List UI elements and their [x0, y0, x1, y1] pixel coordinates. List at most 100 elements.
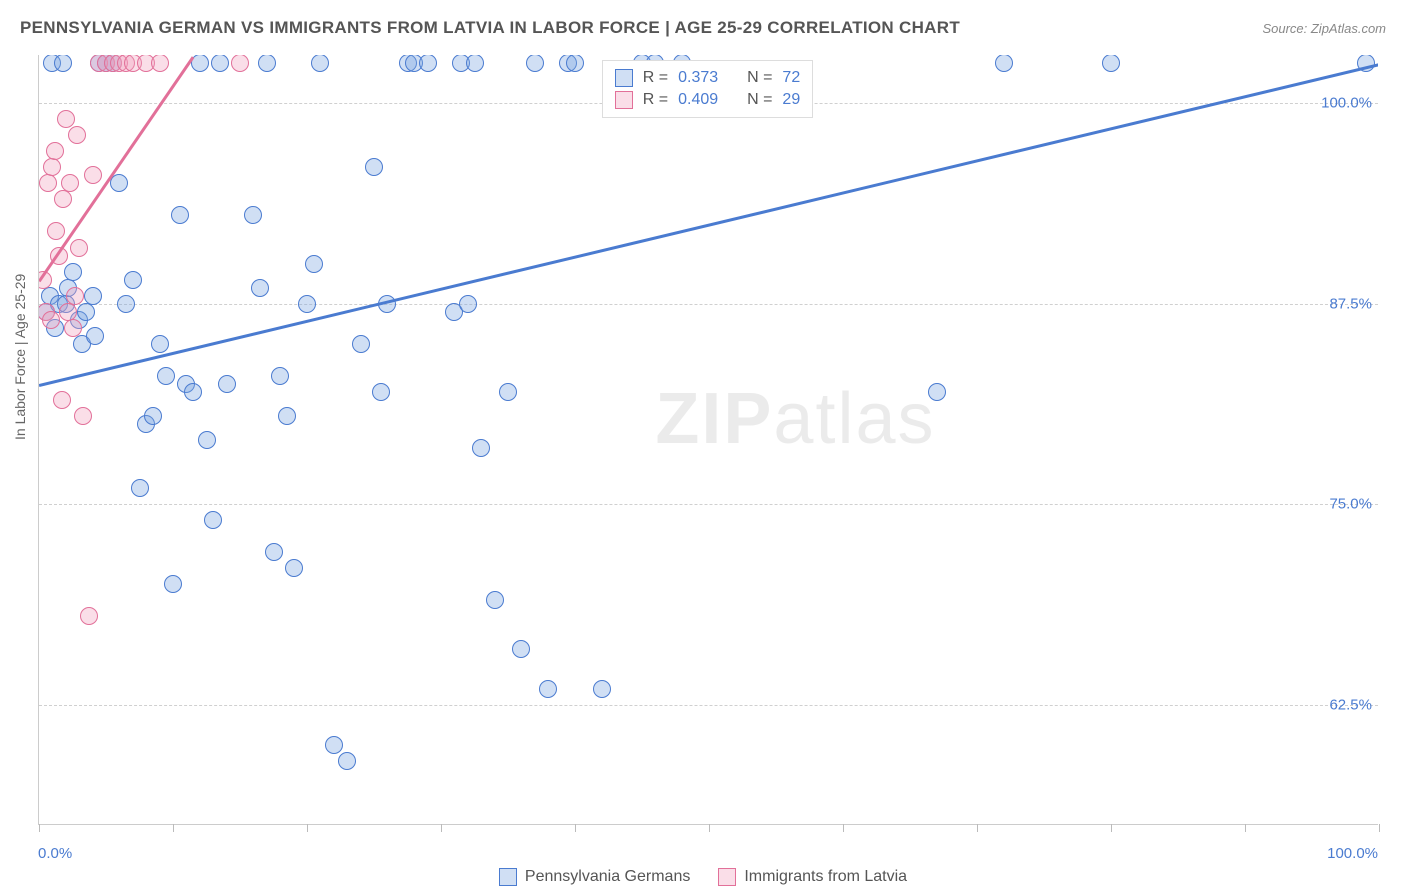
legend-n-label: N = — [747, 69, 772, 87]
data-point — [365, 158, 383, 176]
gridline-horizontal — [39, 304, 1378, 305]
data-point — [539, 680, 557, 698]
x-tick — [977, 824, 978, 832]
data-point — [59, 303, 77, 321]
legend-r-label: R = — [643, 91, 668, 109]
legend-item: Immigrants from Latvia — [718, 868, 907, 886]
y-tick-label: 62.5% — [1329, 696, 1372, 713]
data-point — [218, 375, 236, 393]
data-point — [593, 680, 611, 698]
data-point — [46, 142, 64, 160]
data-point — [211, 55, 229, 72]
gridline-horizontal — [39, 705, 1378, 706]
data-point — [305, 255, 323, 273]
data-point — [54, 55, 72, 72]
data-point — [124, 271, 142, 289]
legend-swatch — [615, 91, 633, 109]
title-bar: PENNSYLVANIA GERMAN VS IMMIGRANTS FROM L… — [20, 18, 1386, 38]
data-point — [151, 55, 169, 72]
x-tick — [843, 824, 844, 832]
data-point — [43, 158, 61, 176]
data-point — [151, 335, 169, 353]
x-tick — [1245, 824, 1246, 832]
y-tick-label: 75.0% — [1329, 496, 1372, 513]
legend-item-label: Immigrants from Latvia — [744, 868, 907, 886]
data-point — [53, 391, 71, 409]
data-point — [1102, 55, 1120, 72]
data-point — [258, 55, 276, 72]
legend-correlation-row: R = 0.373 N = 72 — [615, 67, 800, 89]
data-point — [66, 287, 84, 305]
legend-item: Pennsylvania Germans — [499, 868, 690, 886]
data-point — [459, 295, 477, 313]
data-point — [54, 190, 72, 208]
data-point — [47, 222, 65, 240]
plot-area: 62.5%75.0%87.5%100.0%ZIPatlasR =0.373 N … — [38, 55, 1378, 825]
chart-title: PENNSYLVANIA GERMAN VS IMMIGRANTS FROM L… — [20, 18, 960, 38]
data-point — [84, 166, 102, 184]
x-axis-max-label: 100.0% — [1327, 845, 1378, 862]
data-point — [278, 407, 296, 425]
data-point — [251, 279, 269, 297]
legend-swatch — [615, 69, 633, 87]
x-tick — [441, 824, 442, 832]
data-point — [265, 543, 283, 561]
data-point — [164, 575, 182, 593]
data-point — [298, 295, 316, 313]
legend-item-label: Pennsylvania Germans — [525, 868, 690, 886]
legend-r-label: R = — [643, 69, 668, 87]
data-point — [80, 607, 98, 625]
data-point — [64, 319, 82, 337]
legend-r-value: 0.409 — [678, 91, 718, 109]
plot-inner: 62.5%75.0%87.5%100.0%ZIPatlasR =0.373 N … — [39, 55, 1378, 824]
legend-n-label: N = — [747, 91, 772, 109]
data-point — [198, 431, 216, 449]
data-point — [325, 736, 343, 754]
data-point — [70, 239, 88, 257]
y-tick-label: 87.5% — [1329, 295, 1372, 312]
data-point — [285, 559, 303, 577]
data-point — [157, 367, 175, 385]
x-axis-min-label: 0.0% — [38, 845, 72, 862]
data-point — [171, 206, 189, 224]
legend-bottom: Pennsylvania Germans Immigrants from Latv… — [0, 868, 1406, 886]
legend-r-value: 0.373 — [678, 69, 718, 87]
data-point — [184, 383, 202, 401]
data-point — [57, 110, 75, 128]
data-point — [419, 55, 437, 72]
gridline-horizontal — [39, 504, 1378, 505]
data-point — [526, 55, 544, 72]
data-point — [110, 174, 128, 192]
y-axis-title: In Labor Force | Age 25-29 — [12, 274, 28, 440]
data-point — [271, 367, 289, 385]
data-point — [84, 287, 102, 305]
x-tick — [173, 824, 174, 832]
legend-n-value: 29 — [782, 91, 800, 109]
data-point — [39, 174, 57, 192]
trend-line — [39, 56, 194, 282]
data-point — [338, 752, 356, 770]
x-tick — [709, 824, 710, 832]
data-point — [372, 383, 390, 401]
data-point — [77, 303, 95, 321]
legend-swatch — [718, 868, 736, 886]
data-point — [74, 407, 92, 425]
x-tick — [1111, 824, 1112, 832]
x-tick — [307, 824, 308, 832]
x-tick — [1379, 824, 1380, 832]
x-tick — [39, 824, 40, 832]
data-point — [61, 174, 79, 192]
data-point — [311, 55, 329, 72]
data-point — [64, 263, 82, 281]
watermark: ZIPatlas — [655, 378, 935, 460]
data-point — [499, 383, 517, 401]
data-point — [86, 327, 104, 345]
data-point — [466, 55, 484, 72]
legend-n-value: 72 — [782, 69, 800, 87]
data-point — [352, 335, 370, 353]
data-point — [928, 383, 946, 401]
x-tick — [575, 824, 576, 832]
data-point — [231, 55, 249, 72]
legend-swatch — [499, 868, 517, 886]
data-point — [566, 55, 584, 72]
